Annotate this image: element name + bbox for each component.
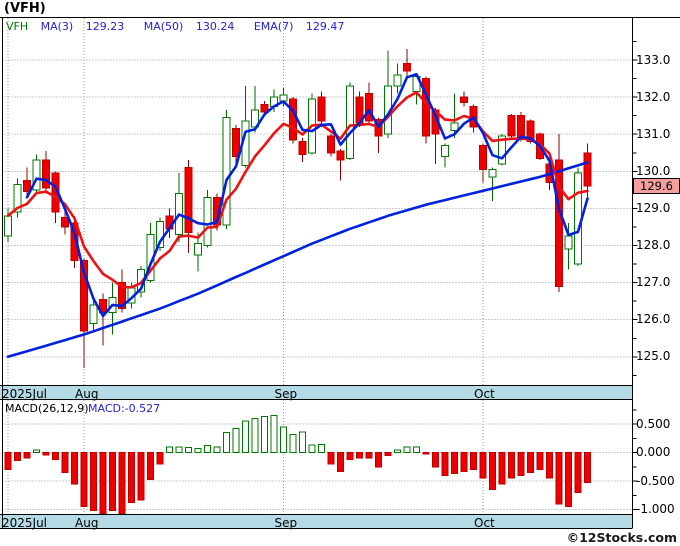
legend-ma3-value: 129.23	[85, 20, 125, 33]
month-label: Sep	[274, 386, 298, 401]
price-tick-label: 131.0	[636, 126, 671, 141]
price-tick-label: 132.0	[636, 89, 671, 104]
legend-ma50-value: 130.24	[195, 20, 235, 33]
price-tick-label: 126.0	[636, 312, 671, 327]
macd-tick-label: 0.500	[636, 416, 671, 431]
price-tick-label: 128.0	[636, 238, 671, 252]
copyright-watermark: ©12Stocks.com	[566, 530, 677, 545]
macd-indicator-value: MACD:-0.527	[88, 402, 161, 415]
page-title: (VFH)	[4, 1, 46, 16]
legend-ema7-value: 129.47	[305, 20, 345, 33]
legend-ma3-label: MA(3)	[40, 20, 74, 33]
price-tick-label: 127.0	[636, 275, 671, 290]
legend-ema7-label: EMA(7)	[253, 20, 294, 33]
month-label: Aug	[75, 386, 99, 401]
last-price-badge: 129.6	[633, 178, 680, 195]
overlay-legend: VFH MA(3) 129.23 MA(50) 130.24 EMA(7) 12…	[6, 20, 353, 33]
price-tick-label: 129.0	[636, 200, 671, 215]
price-tick-label: 125.0	[636, 349, 671, 364]
legend-ma50-label: MA(50)	[143, 20, 184, 33]
macd-tick-label: 0.000	[636, 445, 671, 459]
macd-tick-label: -1.000	[636, 502, 675, 516]
macd-tick-label: -0.500	[636, 473, 675, 488]
month-label: Oct	[474, 515, 495, 530]
price-tick-label: 133.0	[636, 52, 671, 67]
month-label: 2025Jul	[2, 386, 48, 401]
month-label: Oct	[474, 386, 495, 401]
macd-indicator-label: MACD(26,12,9)	[5, 402, 89, 415]
month-label: Aug	[75, 515, 99, 530]
legend-symbol: VFH	[6, 20, 29, 33]
month-label: Sep	[274, 515, 298, 530]
price-tick-label: 130.0	[636, 163, 671, 178]
month-label: 2025Jul	[2, 515, 48, 530]
